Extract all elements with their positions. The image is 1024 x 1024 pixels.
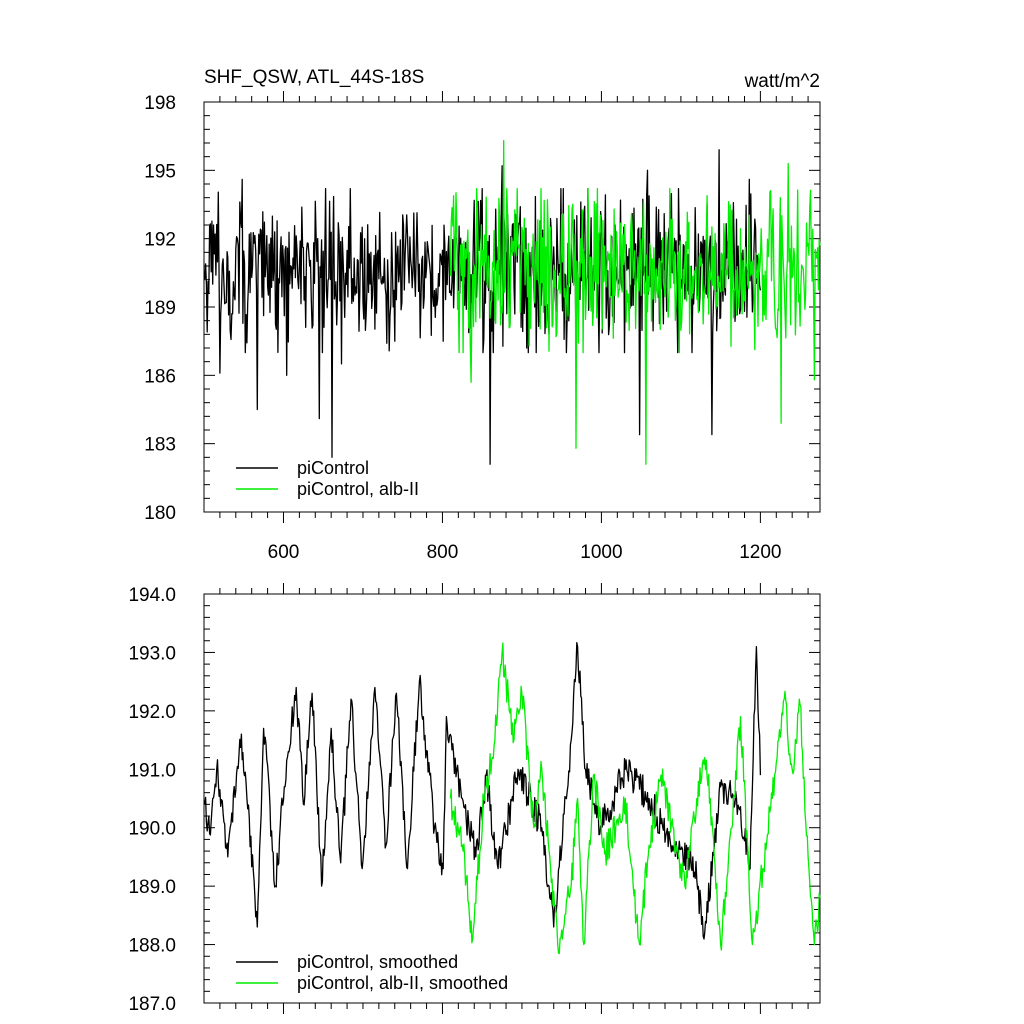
y-tick-label: 180 <box>144 503 176 524</box>
y-tick-label: 188.0 <box>128 936 176 957</box>
legend-label: piControl, alb-II <box>297 479 419 499</box>
legend-label: piControl, smoothed <box>297 952 458 972</box>
y-tick-label: 192.0 <box>128 702 176 723</box>
y-tick-label: 191.0 <box>128 760 176 781</box>
x-axis <box>219 583 809 1014</box>
y-tick-label: 189.0 <box>128 877 176 898</box>
legend-label: piControl <box>297 458 369 478</box>
y-tick-label: 195 <box>144 161 176 182</box>
y-tick-label: 186 <box>144 366 176 387</box>
bottom-panel: 187.0 188.0 189.0 190.0 191.0 192.0 193.0 194.0… <box>128 583 821 1015</box>
y-tick-label: 194.0 <box>128 585 176 606</box>
y-tick-label: 187.0 <box>128 994 176 1015</box>
x-axis: 600 800 1000 1200 <box>219 91 809 563</box>
chart-title: SHF_QSW, ATL_44S-18S <box>204 67 424 88</box>
x-tick-label: 1200 <box>739 542 781 563</box>
y-tick-label: 190.0 <box>128 819 176 840</box>
units-label: watt/m^2 <box>744 71 820 92</box>
plot-frame <box>203 593 821 1004</box>
series-line-alb-ii <box>449 642 821 955</box>
x-tick-label: 1000 <box>580 542 622 563</box>
y-axis: 187.0 188.0 189.0 190.0 191.0 192.0 193.0 194.0 <box>128 585 820 1015</box>
y-tick-label: 198 <box>144 93 176 114</box>
y-tick-label: 183 <box>144 435 176 456</box>
series-line-picontrol <box>204 149 762 465</box>
legend-label: piControl, alb-II, smoothed <box>297 973 508 993</box>
y-tick-label: 189 <box>144 298 176 319</box>
y-tick-label: 192 <box>144 230 176 251</box>
x-tick-label: 800 <box>427 542 459 563</box>
series-line-alb-ii <box>449 140 821 465</box>
y-tick-label: 193.0 <box>128 643 176 664</box>
x-tick-label: 600 <box>268 542 300 563</box>
top-panel: 600 800 1000 1200 180 183 186 189 192 195 198 piCon… <box>144 91 821 563</box>
series-line-picontrol <box>204 641 762 940</box>
plot-frame <box>203 101 821 513</box>
